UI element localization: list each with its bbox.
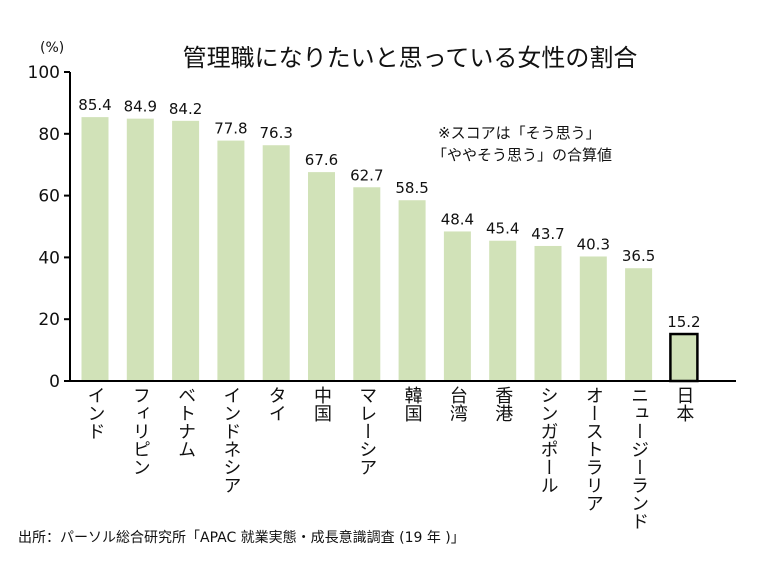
category-label: シンガポール: [538, 386, 559, 494]
category-label: タイ: [266, 386, 287, 422]
value-label: 36.5: [622, 247, 655, 265]
value-label: 45.4: [486, 220, 519, 238]
bar-10: [489, 240, 517, 381]
value-label: 62.7: [350, 166, 383, 184]
y-tick-label: 100: [28, 63, 60, 83]
value-label: 48.4: [441, 210, 474, 228]
bar-3: [172, 120, 200, 382]
value-label: 15.2: [667, 313, 700, 331]
category-label: 台湾: [447, 386, 468, 423]
bar-2: [126, 118, 154, 381]
category-label: 香港: [492, 386, 513, 422]
y-axis-ticks: 0 20 40 60 80 100: [28, 63, 70, 392]
value-label: 43.7: [531, 225, 564, 243]
category-label: 韓国: [402, 386, 423, 422]
value-labels: 85.4 84.9 84.2 77.8 76.3 67.6 62.7 58.5 48.4 45.4…: [78, 96, 700, 331]
value-label: 77.8: [214, 120, 247, 138]
y-tick-label: 20: [38, 310, 60, 330]
bar-6: [308, 172, 335, 381]
value-label: 84.9: [124, 98, 157, 116]
category-label: インドネシア: [220, 386, 241, 494]
category-label: フィリピン: [130, 386, 151, 476]
bars: [81, 117, 699, 383]
bar-7: [353, 187, 381, 381]
category-label: 日本: [673, 386, 694, 422]
bar-13: [625, 268, 653, 381]
value-label: 85.4: [78, 96, 111, 114]
bar-1: [81, 117, 109, 381]
category-label: 中国: [311, 386, 332, 422]
bar-11: [534, 245, 562, 381]
bar-12: [579, 256, 607, 381]
bar-5: [262, 145, 290, 381]
value-label: 84.2: [169, 100, 202, 118]
category-label: ベトナム: [175, 386, 196, 458]
y-tick-label: 60: [38, 187, 60, 207]
bar-8: [398, 200, 426, 381]
y-tick-label: 0: [49, 372, 60, 392]
bar-14: [669, 332, 699, 383]
source-note: 出所：パーソル総合研究所「APAC 就業実態・成長意識調査 (19 年 )」: [18, 529, 465, 546]
category-label: オーストラリア: [583, 386, 604, 512]
category-label: インド: [85, 386, 106, 440]
y-tick-label: 40: [38, 248, 60, 268]
note-line-2: 「ややそう思う」の合算値: [432, 146, 612, 164]
value-label: 76.3: [259, 124, 292, 142]
category-label: マレーシア: [356, 386, 377, 476]
category-label: ニュージーランド: [628, 386, 649, 530]
bar-4: [217, 140, 245, 381]
y-tick-label: 80: [38, 125, 60, 145]
y-axis-unit-label: (%): [40, 40, 64, 56]
bar-9: [443, 231, 471, 381]
category-labels: インド フィリピン ベトナム インドネシア タイ 中国 マレーシア 韓国 台湾 香港 シンガポール オ…: [85, 386, 695, 530]
value-label: 58.5: [395, 179, 428, 197]
value-label: 40.3: [577, 235, 610, 253]
value-label: 67.6: [305, 151, 338, 169]
note-line-1: ※スコアは「そう思う」: [438, 124, 601, 142]
chart-title: 管理職になりたいと思っている女性の割合: [183, 44, 638, 72]
